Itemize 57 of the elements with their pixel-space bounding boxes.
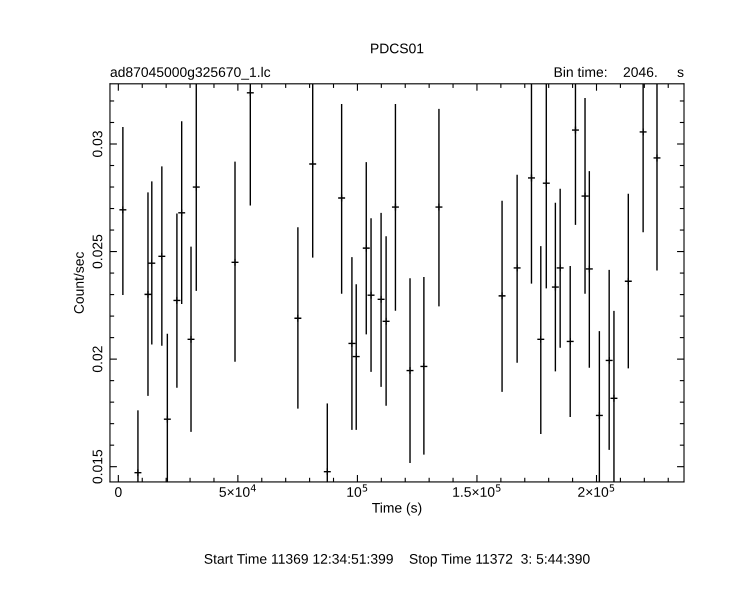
point xyxy=(348,339,356,348)
point xyxy=(118,206,128,214)
point xyxy=(362,244,370,252)
point xyxy=(542,178,550,188)
point xyxy=(498,292,506,300)
point xyxy=(624,277,632,286)
x-axis-title: Time (s) xyxy=(372,502,422,516)
y-tick-label: 0.015 xyxy=(92,450,102,484)
x-tick-label: 2×10$^{5}$ xyxy=(578,484,614,497)
point xyxy=(158,252,166,260)
point xyxy=(134,468,142,477)
point xyxy=(527,174,536,182)
point xyxy=(536,335,545,344)
point xyxy=(585,264,594,274)
x-tick-label: 1.5×10$^{5}$ xyxy=(453,484,501,497)
point xyxy=(337,194,346,202)
point xyxy=(580,192,590,200)
point xyxy=(376,295,386,304)
point xyxy=(294,314,302,322)
x-tick-label: 10$^{5}$ xyxy=(347,484,368,497)
point xyxy=(605,356,614,365)
x-tick-label: 5×10$^{4}$ xyxy=(219,484,256,497)
point xyxy=(512,264,522,272)
point xyxy=(638,128,648,136)
point xyxy=(652,154,662,162)
point xyxy=(595,411,604,420)
point xyxy=(551,282,560,292)
point xyxy=(192,182,200,192)
text: Start Time 11369 12:34:51:399 Stop Time 11372 3: 5:44:390 xyxy=(204,554,590,567)
y-tick-label: 0.02 xyxy=(92,346,102,372)
point xyxy=(246,88,254,97)
point xyxy=(308,160,317,168)
point xyxy=(382,317,390,326)
chart-title: PDCS01 xyxy=(371,44,424,54)
y-tick-label: 0.03 xyxy=(92,131,102,157)
point xyxy=(420,362,428,371)
point xyxy=(566,337,574,346)
point xyxy=(163,414,172,424)
point xyxy=(323,467,332,476)
y-axis-title: Count/sec xyxy=(74,252,84,314)
point xyxy=(186,335,196,344)
point xyxy=(148,259,156,268)
point xyxy=(556,264,564,272)
y-tick-label: 0.025 xyxy=(92,234,102,268)
point xyxy=(391,202,400,212)
point xyxy=(230,258,240,266)
point xyxy=(610,394,618,402)
point xyxy=(352,352,360,361)
text: ad87045000g325670_1.lc xyxy=(110,66,270,80)
point xyxy=(571,126,580,134)
point xyxy=(366,291,376,300)
text: Bin time: 2046. s xyxy=(554,66,684,78)
point xyxy=(172,296,182,305)
point xyxy=(406,366,414,375)
point xyxy=(434,202,444,212)
x-tick-label: 0 xyxy=(115,487,122,498)
point xyxy=(144,290,152,299)
